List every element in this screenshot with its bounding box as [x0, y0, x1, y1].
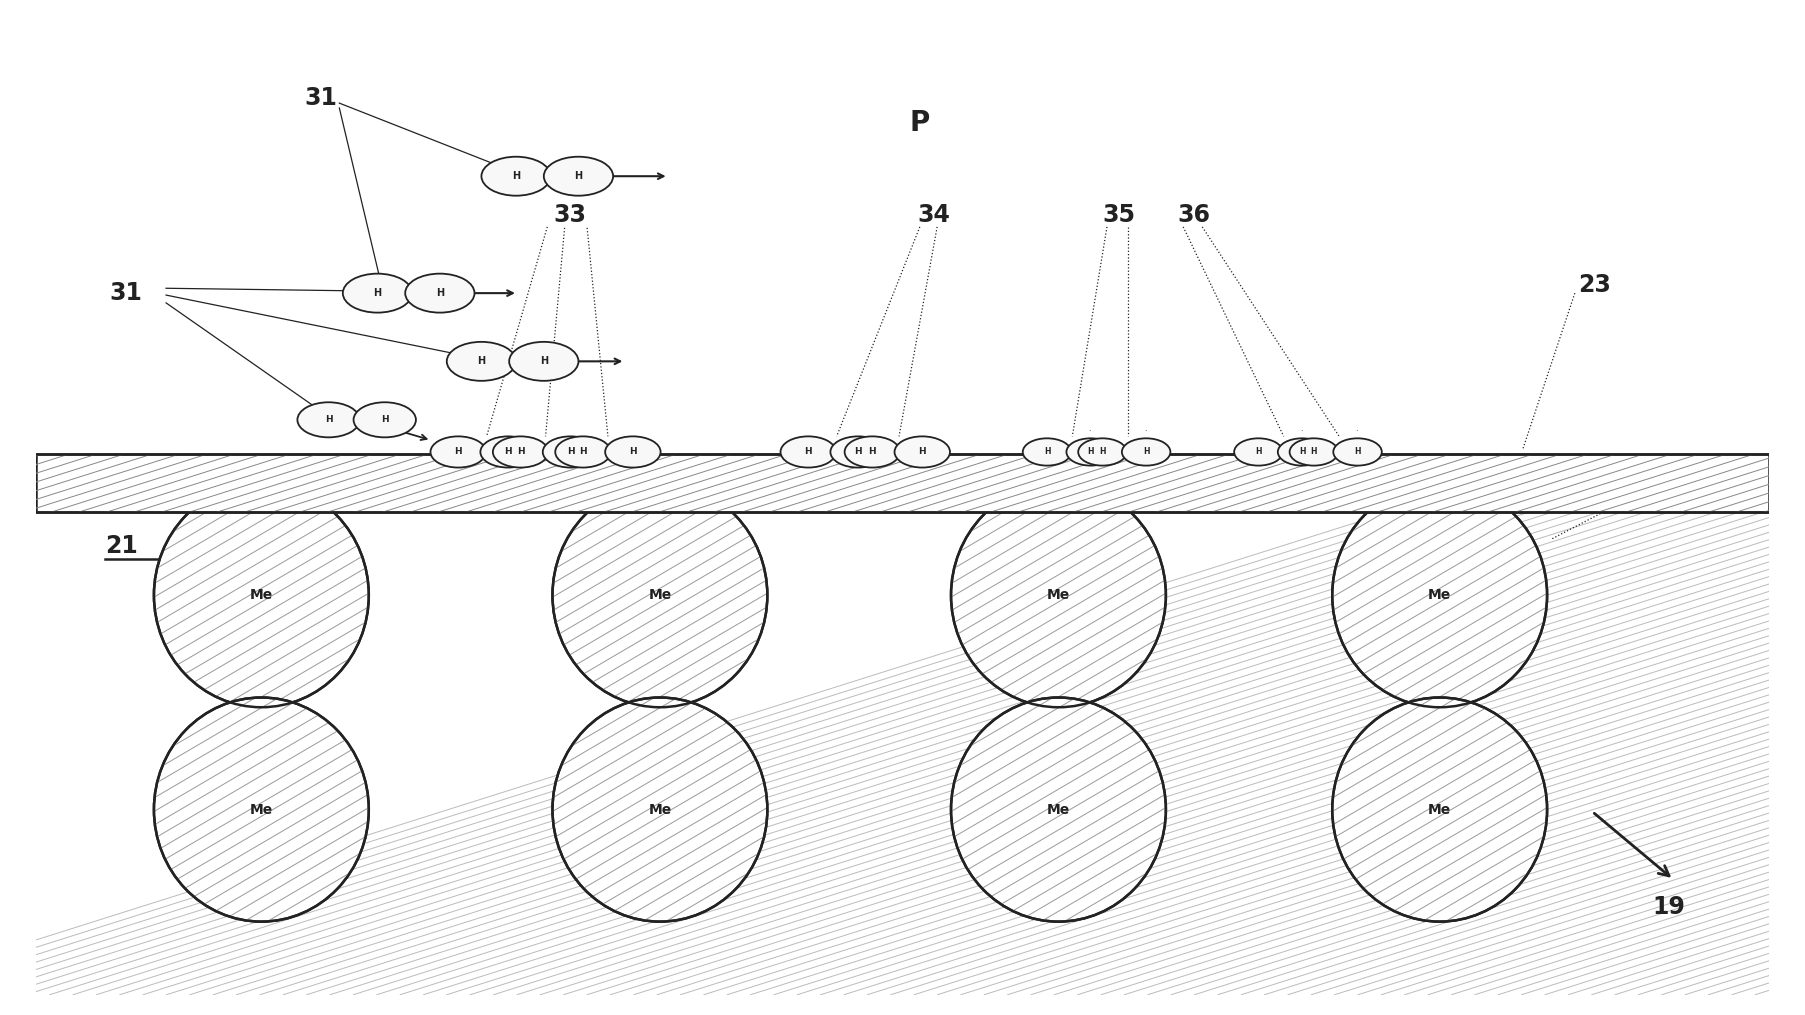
- Text: H: H: [513, 172, 520, 182]
- Circle shape: [845, 436, 901, 468]
- Ellipse shape: [1332, 483, 1547, 707]
- Text: ·: ·: [1300, 427, 1303, 436]
- Text: H: H: [435, 288, 444, 298]
- Circle shape: [543, 156, 614, 196]
- Text: H: H: [455, 448, 462, 457]
- Text: Me: Me: [1047, 589, 1070, 602]
- Circle shape: [1123, 438, 1170, 466]
- Text: Me: Me: [249, 589, 273, 602]
- Circle shape: [298, 402, 359, 437]
- Text: 31: 31: [305, 86, 338, 111]
- Text: H: H: [630, 448, 637, 457]
- Ellipse shape: [153, 483, 368, 707]
- Text: H: H: [567, 448, 574, 457]
- Text: H: H: [579, 448, 587, 457]
- Circle shape: [493, 436, 549, 468]
- Circle shape: [830, 436, 886, 468]
- Text: H: H: [374, 288, 381, 298]
- Text: Me: Me: [648, 803, 671, 816]
- Circle shape: [1067, 438, 1115, 466]
- Text: H: H: [854, 448, 863, 457]
- Text: ·: ·: [1356, 427, 1357, 436]
- Text: 31: 31: [108, 281, 143, 306]
- Text: 33: 33: [554, 203, 587, 227]
- Text: H: H: [540, 356, 549, 366]
- Text: H: H: [1300, 448, 1305, 457]
- Text: H: H: [805, 448, 812, 457]
- Circle shape: [448, 342, 516, 381]
- Ellipse shape: [153, 697, 368, 922]
- Ellipse shape: [951, 697, 1166, 922]
- Text: H: H: [325, 415, 332, 424]
- Text: H: H: [1254, 448, 1262, 457]
- Circle shape: [895, 436, 949, 468]
- Text: H: H: [1143, 448, 1150, 457]
- Circle shape: [1289, 438, 1338, 466]
- Text: Me: Me: [1047, 803, 1070, 816]
- Circle shape: [480, 436, 536, 468]
- Text: ·: ·: [1144, 427, 1146, 436]
- Text: H: H: [516, 448, 525, 457]
- Text: H: H: [919, 448, 926, 457]
- Text: H: H: [868, 448, 875, 457]
- Ellipse shape: [552, 697, 767, 922]
- Circle shape: [404, 274, 475, 313]
- Text: H: H: [1310, 448, 1318, 457]
- Text: 35: 35: [1103, 203, 1135, 227]
- Text: H: H: [1099, 448, 1106, 457]
- Ellipse shape: [1332, 697, 1547, 922]
- Circle shape: [1235, 438, 1283, 466]
- Text: H: H: [1354, 448, 1361, 457]
- Text: 36: 36: [1177, 203, 1209, 227]
- Text: H: H: [381, 415, 388, 424]
- Bar: [36, 513, 1769, 995]
- Text: H: H: [504, 448, 513, 457]
- Text: 19: 19: [1652, 895, 1684, 919]
- Text: Me: Me: [1428, 803, 1451, 816]
- Circle shape: [1278, 438, 1327, 466]
- Text: H: H: [574, 172, 583, 182]
- Text: Me: Me: [1428, 589, 1451, 602]
- Text: H: H: [1087, 448, 1094, 457]
- Text: P: P: [910, 109, 930, 137]
- Circle shape: [1023, 438, 1072, 466]
- Text: 38: 38: [1630, 481, 1662, 504]
- Circle shape: [509, 342, 578, 381]
- Ellipse shape: [951, 483, 1166, 707]
- Text: 23: 23: [1578, 273, 1612, 297]
- Circle shape: [354, 402, 415, 437]
- Text: H: H: [477, 356, 486, 366]
- Text: Me: Me: [648, 589, 671, 602]
- Text: ·: ·: [1088, 427, 1090, 436]
- Circle shape: [780, 436, 836, 468]
- Circle shape: [343, 274, 412, 313]
- Text: Me: Me: [249, 803, 273, 816]
- Circle shape: [543, 436, 597, 468]
- Text: 34: 34: [917, 203, 949, 227]
- Circle shape: [605, 436, 661, 468]
- Circle shape: [556, 436, 610, 468]
- Circle shape: [1334, 438, 1383, 466]
- Text: H: H: [1043, 448, 1051, 457]
- Bar: [36, 454, 1769, 513]
- Circle shape: [430, 436, 486, 468]
- Text: 21: 21: [105, 535, 139, 558]
- Circle shape: [1078, 438, 1126, 466]
- Circle shape: [482, 156, 551, 196]
- Ellipse shape: [552, 483, 767, 707]
